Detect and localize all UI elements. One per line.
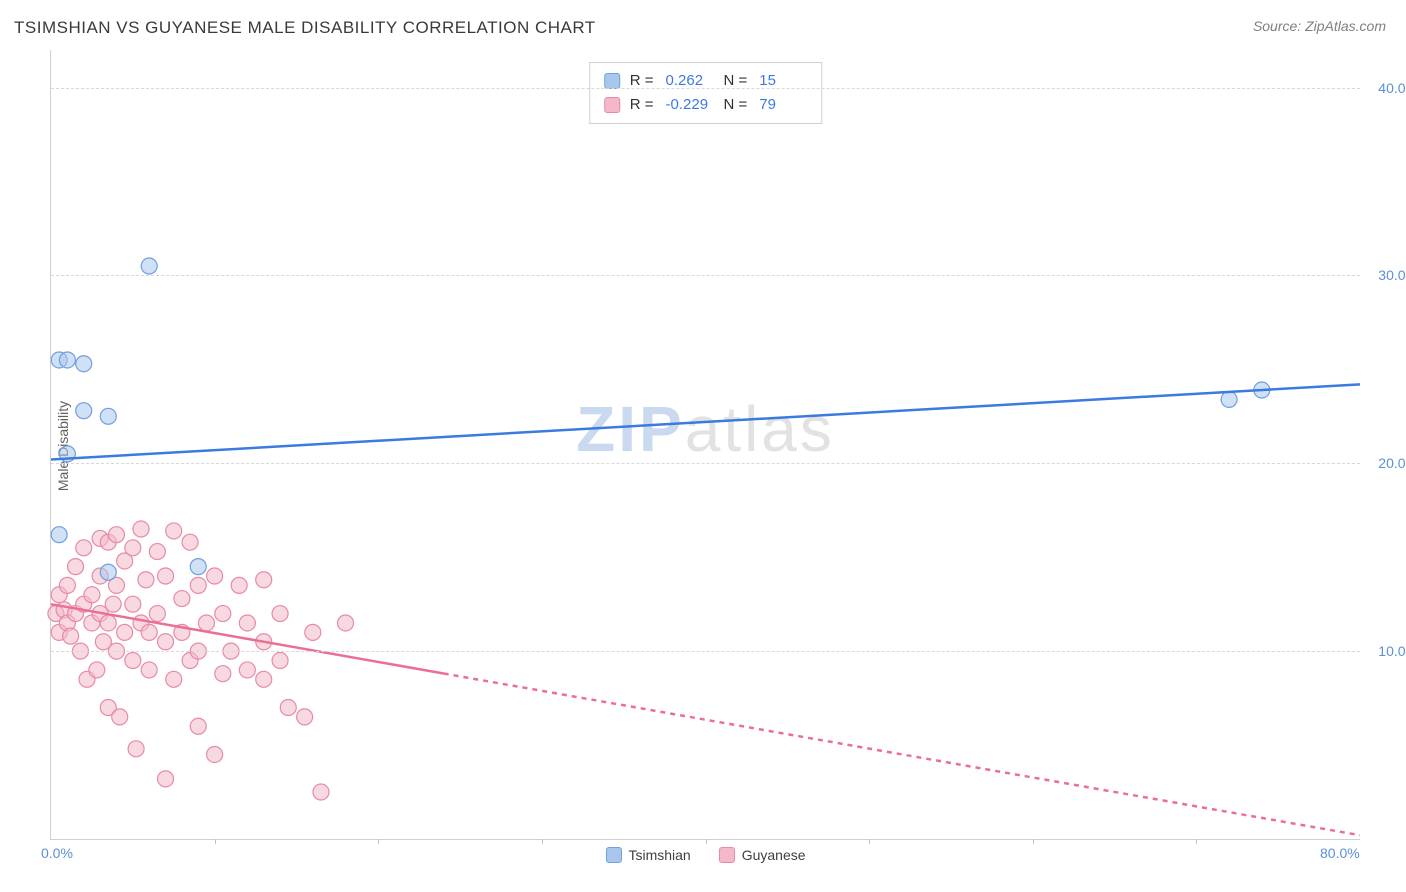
- gridline: [51, 88, 1360, 89]
- data-point: [256, 572, 272, 588]
- y-tick-label: 10.0%: [1378, 643, 1406, 659]
- data-point: [100, 615, 116, 631]
- data-point: [68, 559, 84, 575]
- data-point: [239, 662, 255, 678]
- data-point: [128, 741, 144, 757]
- data-point: [141, 258, 157, 274]
- plot-svg: [51, 50, 1360, 839]
- data-point: [231, 577, 247, 593]
- data-point: [158, 634, 174, 650]
- data-point: [133, 521, 149, 537]
- data-point: [117, 624, 133, 640]
- regression-line: [51, 384, 1360, 459]
- data-point: [105, 596, 121, 612]
- stats-legend: R = 0.262 N = 15 R = -0.229 N = 79: [589, 62, 823, 124]
- data-point: [207, 568, 223, 584]
- data-point: [182, 534, 198, 550]
- data-point: [138, 572, 154, 588]
- stats-row-b: R = -0.229 N = 79: [604, 93, 808, 117]
- r-value-b: -0.229: [666, 93, 714, 117]
- data-point: [158, 568, 174, 584]
- legend-item-a: Tsimshian: [605, 847, 690, 863]
- data-point: [190, 559, 206, 575]
- data-point: [158, 771, 174, 787]
- x-minor-tick: [215, 839, 216, 844]
- data-point: [141, 662, 157, 678]
- gridline: [51, 275, 1360, 276]
- x-minor-tick: [1196, 839, 1197, 844]
- legend-swatch-b-icon: [719, 847, 735, 863]
- y-tick-label: 30.0%: [1378, 267, 1406, 283]
- x-tick-label: 0.0%: [41, 845, 73, 861]
- data-point: [100, 408, 116, 424]
- data-point: [84, 587, 100, 603]
- x-minor-tick: [378, 839, 379, 844]
- y-tick-label: 40.0%: [1378, 80, 1406, 96]
- chart-title: TSIMSHIAN VS GUYANESE MALE DISABILITY CO…: [14, 18, 596, 38]
- n-label-a: N =: [724, 69, 748, 93]
- x-tick-label: 80.0%: [1320, 845, 1360, 861]
- data-point: [215, 666, 231, 682]
- series-legend: Tsimshian Guyanese: [605, 847, 805, 863]
- data-point: [297, 709, 313, 725]
- data-point: [198, 615, 214, 631]
- data-point: [313, 784, 329, 800]
- data-point: [174, 591, 190, 607]
- data-point: [190, 577, 206, 593]
- data-point: [166, 671, 182, 687]
- x-minor-tick: [706, 839, 707, 844]
- source-label: Source: ZipAtlas.com: [1253, 18, 1386, 34]
- data-point: [256, 671, 272, 687]
- x-minor-tick: [869, 839, 870, 844]
- data-point: [125, 596, 141, 612]
- data-point: [59, 577, 75, 593]
- gridline: [51, 651, 1360, 652]
- r-label-b: R =: [630, 93, 654, 117]
- data-point: [1221, 391, 1237, 407]
- data-point: [63, 628, 79, 644]
- gridline: [51, 463, 1360, 464]
- r-value-a: 0.262: [666, 69, 714, 93]
- data-point: [125, 653, 141, 669]
- data-point: [108, 527, 124, 543]
- data-point: [166, 523, 182, 539]
- legend-label-a: Tsimshian: [628, 847, 690, 863]
- data-point: [239, 615, 255, 631]
- regression-line: [444, 673, 1360, 835]
- chart-area: ZIPatlas R = 0.262 N = 15 R = -0.229 N =…: [50, 50, 1360, 840]
- n-value-b: 79: [759, 93, 807, 117]
- data-point: [76, 403, 92, 419]
- n-label-b: N =: [724, 93, 748, 117]
- data-point: [141, 624, 157, 640]
- data-point: [100, 564, 116, 580]
- swatch-b-icon: [604, 97, 620, 113]
- y-tick-label: 20.0%: [1378, 455, 1406, 471]
- data-point: [305, 624, 321, 640]
- data-point: [149, 544, 165, 560]
- data-point: [272, 606, 288, 622]
- data-point: [59, 352, 75, 368]
- stats-row-a: R = 0.262 N = 15: [604, 69, 808, 93]
- data-point: [215, 606, 231, 622]
- data-point: [149, 606, 165, 622]
- data-point: [338, 615, 354, 631]
- data-point: [89, 662, 105, 678]
- legend-label-b: Guyanese: [742, 847, 806, 863]
- data-point: [190, 718, 206, 734]
- data-point: [125, 540, 141, 556]
- data-point: [280, 700, 296, 716]
- data-point: [76, 540, 92, 556]
- legend-swatch-a-icon: [605, 847, 621, 863]
- n-value-a: 15: [759, 69, 807, 93]
- data-point: [207, 746, 223, 762]
- legend-item-b: Guyanese: [719, 847, 806, 863]
- x-minor-tick: [542, 839, 543, 844]
- r-label-a: R =: [630, 69, 654, 93]
- data-point: [112, 709, 128, 725]
- data-point: [76, 356, 92, 372]
- data-point: [272, 653, 288, 669]
- x-minor-tick: [1033, 839, 1034, 844]
- data-point: [51, 527, 67, 543]
